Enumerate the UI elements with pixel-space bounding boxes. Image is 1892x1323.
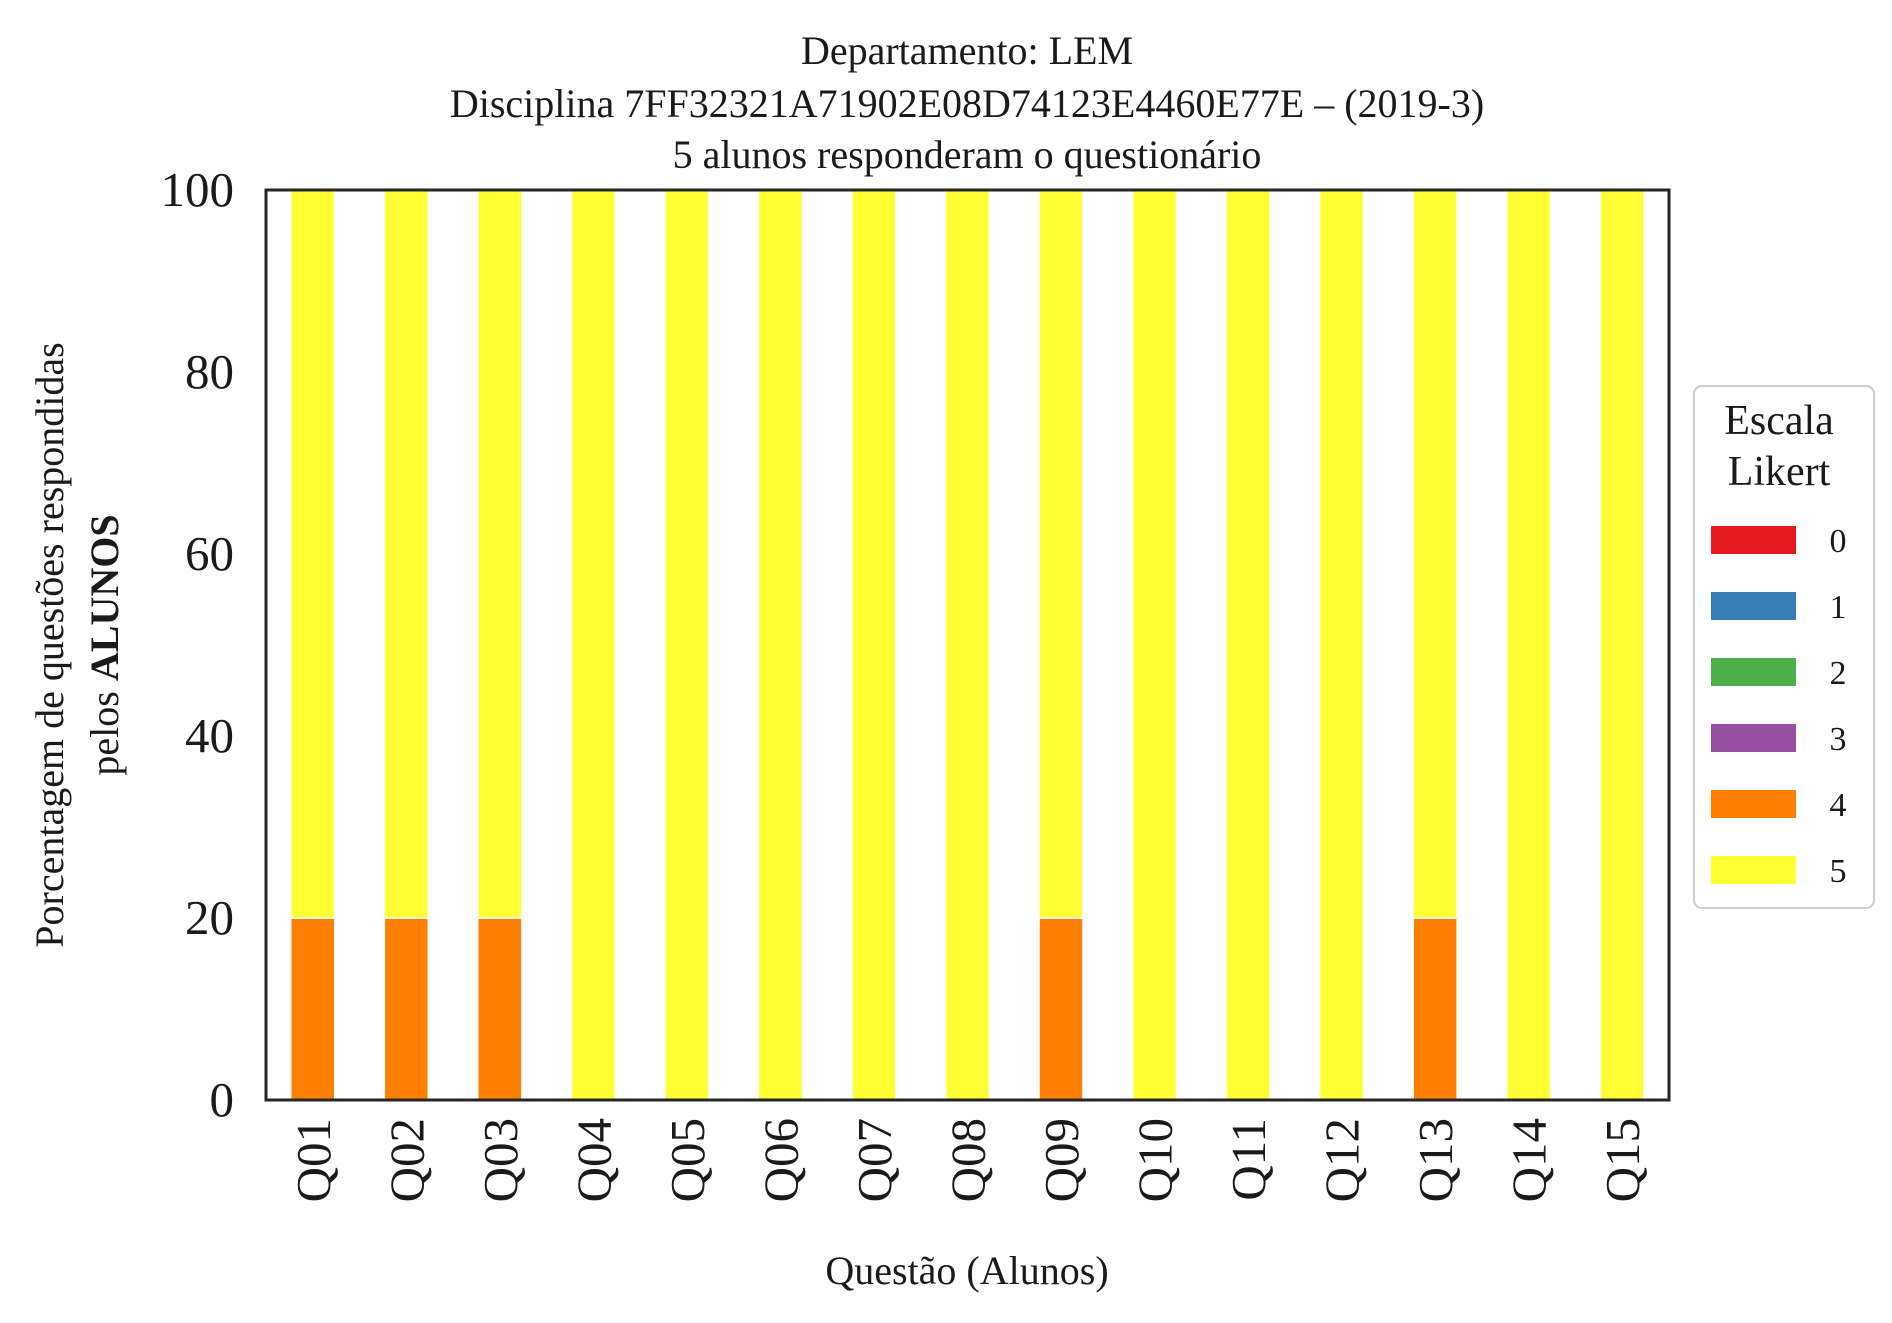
- y-axis-label-line-2: pelos ALUNOS: [82, 514, 127, 775]
- bar-q12-likert-5: [1318, 189, 1365, 1101]
- x-axis-label: Questão (Alunos): [825, 1248, 1108, 1293]
- bar-q14-likert-5: [1505, 189, 1552, 1101]
- bar-q03-likert-4: [477, 917, 523, 1101]
- legend-title-line-2: Likert: [1728, 449, 1831, 495]
- legend-label-2: 2: [1830, 655, 1847, 692]
- x-tick-label: Q05: [660, 1118, 715, 1202]
- x-tick-label: Q11: [1221, 1118, 1276, 1201]
- bar-q06-likert-5: [757, 189, 804, 1101]
- y-axis-label-bold: ALUNOS: [82, 514, 127, 681]
- bar-group: [290, 189, 1645, 1101]
- x-tick-labels: Q01 Q02 Q03 Q04 Q05 Q06 Q07 Q08 Q09 Q10 Q11 Q12 Q13 Q…: [286, 1118, 1650, 1202]
- legend-label-0: 0: [1830, 523, 1847, 560]
- bar-q01-likert-4: [290, 917, 336, 1101]
- y-tick-label: 0: [210, 1072, 235, 1127]
- x-tick-label: Q09: [1034, 1118, 1089, 1202]
- bar-q02-likert-5: [383, 189, 430, 919]
- legend-swatch-3: [1711, 724, 1796, 752]
- y-tick-labels: 0 20 40 60 80 100: [161, 162, 235, 1127]
- x-tick-label: Q01: [286, 1118, 341, 1202]
- bar-q04-likert-5: [570, 189, 617, 1101]
- legend-swatch-4: [1711, 790, 1796, 818]
- legend-swatch-2: [1711, 658, 1796, 686]
- x-tick-label: Q03: [473, 1118, 528, 1202]
- bar-q10-likert-5: [1131, 189, 1178, 1101]
- y-tick-label: 60: [185, 526, 234, 581]
- x-tick-label: Q08: [941, 1118, 996, 1202]
- bar-q05-likert-5: [664, 189, 710, 1101]
- y-tick-label: 40: [185, 708, 234, 763]
- bar-q09-likert-4: [1038, 917, 1084, 1101]
- chart-title-line-2: Disciplina 7FF32321A71902E08D74123E4460E…: [450, 81, 1484, 126]
- bar-q01-likert-5: [290, 189, 336, 919]
- chart-title-line-1: Departamento: LEM: [801, 28, 1133, 73]
- legend-label-5: 5: [1830, 853, 1847, 890]
- bar-q11-likert-5: [1225, 189, 1271, 1101]
- x-tick-label: Q10: [1128, 1118, 1183, 1202]
- legend-label-3: 3: [1830, 721, 1847, 758]
- legend-label-4: 4: [1830, 787, 1847, 824]
- x-tick-label: Q06: [753, 1118, 808, 1202]
- legend-swatch-5: [1711, 856, 1796, 884]
- legend-title-line-1: Escala: [1724, 398, 1834, 444]
- bar-q13-likert-5: [1412, 189, 1458, 919]
- x-tick-label: Q15: [1595, 1118, 1650, 1202]
- legend-swatch-1: [1711, 592, 1796, 620]
- x-tick-label: Q14: [1502, 1118, 1557, 1202]
- bar-q07-likert-5: [851, 189, 897, 1101]
- bar-q15-likert-5: [1599, 189, 1645, 1101]
- y-tick-label: 80: [185, 344, 234, 399]
- bar-q02-likert-4: [383, 917, 430, 1101]
- x-tick-label: Q02: [379, 1118, 434, 1202]
- x-tick-label: Q04: [566, 1118, 621, 1202]
- chart-title-line-3: 5 alunos responderam o questionário: [673, 132, 1262, 177]
- legend-frame: [1693, 385, 1875, 909]
- legend: Escala Likert 0 1 2 3 4 5: [1693, 385, 1875, 909]
- bar-q03-likert-5: [477, 189, 523, 919]
- x-tick-label: Q12: [1315, 1118, 1370, 1202]
- y-axis-label-prefix: pelos: [82, 681, 127, 775]
- x-tick-label: Q13: [1408, 1118, 1463, 1202]
- bar-q13-likert-4: [1412, 917, 1458, 1101]
- plot-frame: [264, 188, 1671, 1102]
- bar-q09-likert-5: [1038, 189, 1084, 919]
- legend-entries: 0 1 2 3 4 5: [1711, 523, 1847, 890]
- y-tick-label: 20: [185, 890, 234, 945]
- y-tick-label: 100: [161, 162, 235, 217]
- x-tick-label: Q07: [847, 1118, 902, 1202]
- legend-label-1: 1: [1830, 589, 1847, 626]
- legend-swatch-0: [1711, 526, 1796, 554]
- bar-q08-likert-5: [944, 189, 991, 1101]
- y-axis-label-line-1: Porcentagem de questões respondidas: [27, 342, 72, 947]
